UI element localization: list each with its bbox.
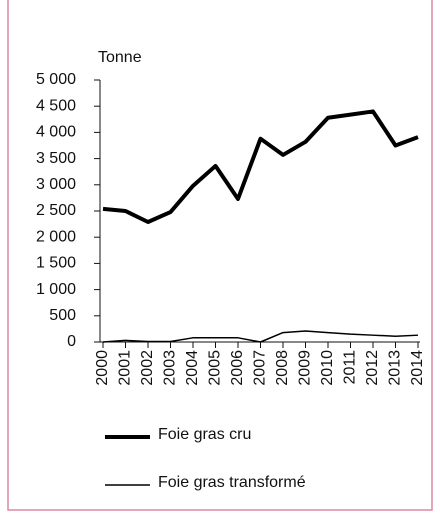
series-line [102, 109, 419, 225]
x-tick-label: 2011 [342, 350, 359, 385]
y-tick-label: 2 500 [36, 202, 76, 219]
x-tick-label: 2007 [252, 350, 269, 386]
x-tick-label: 2014 [409, 350, 426, 386]
y-tick-label: 500 [49, 307, 76, 324]
y-axis-label: Tonne [98, 49, 142, 66]
x-tick-label: 2004 [184, 350, 201, 386]
series-line [102, 330, 419, 343]
x-tick-label: 2008 [274, 350, 291, 386]
y-tick-label: 2 000 [36, 228, 76, 245]
y-tick-label: 4 000 [36, 124, 76, 141]
legend-label: Foie gras transformé [158, 474, 306, 491]
y-tick-label: 5 000 [36, 71, 76, 88]
y-tick-label: 1 500 [36, 255, 76, 272]
x-tick-label: 2006 [229, 350, 246, 386]
x-tick-label: 2003 [162, 350, 179, 386]
frame [7, 0, 433, 511]
x-tick-label: 2002 [139, 350, 156, 386]
y-tick-label: 3 500 [36, 150, 76, 167]
x-tick-label: 2013 [387, 350, 404, 386]
x-tick-label: 2005 [207, 350, 224, 386]
y-tick-label: 0 [67, 333, 76, 350]
x-tick-label: 2001 [117, 350, 134, 386]
y-tick-label: 1 000 [36, 281, 76, 298]
x-tick-label: 2000 [94, 350, 111, 386]
x-tick-label: 2012 [364, 350, 381, 386]
y-tick-label: 3 000 [36, 176, 76, 193]
x-tick-label: 2009 [297, 350, 314, 386]
y-tick-label: 4 500 [36, 97, 76, 114]
legend-label: Foie gras cru [158, 426, 251, 443]
x-tick-label: 2010 [319, 350, 336, 386]
